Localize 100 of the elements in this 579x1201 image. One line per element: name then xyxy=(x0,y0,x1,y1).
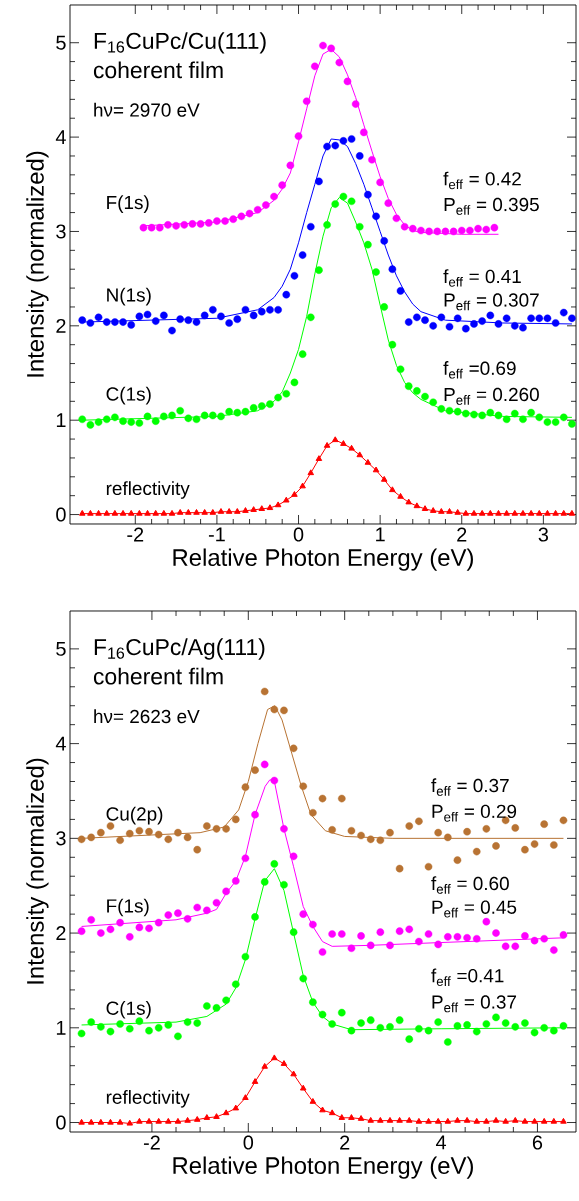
annotation: hν= 2623 eV xyxy=(94,709,200,724)
point xyxy=(482,917,491,926)
series-label: reflectivity xyxy=(106,1090,190,1108)
point xyxy=(261,1062,268,1069)
point xyxy=(183,833,192,842)
point xyxy=(260,760,269,769)
x-tick-label: -1 xyxy=(208,527,225,542)
point xyxy=(338,794,346,803)
point xyxy=(299,974,308,983)
point xyxy=(550,1117,558,1124)
point xyxy=(139,223,148,232)
series-label: C(1s) xyxy=(106,386,151,405)
point xyxy=(550,946,558,954)
point xyxy=(425,227,433,236)
point xyxy=(405,1116,413,1123)
point xyxy=(309,998,317,1007)
point xyxy=(474,224,482,233)
point xyxy=(434,940,442,949)
point xyxy=(241,952,250,961)
point xyxy=(97,1023,105,1031)
point xyxy=(338,930,346,938)
point xyxy=(222,996,230,1005)
point xyxy=(492,929,500,937)
point xyxy=(386,828,394,837)
point xyxy=(165,1117,172,1124)
point xyxy=(237,212,246,221)
point xyxy=(366,835,375,844)
point xyxy=(222,1109,230,1116)
point xyxy=(125,829,134,838)
point xyxy=(212,1004,221,1012)
point xyxy=(466,226,474,235)
point xyxy=(327,44,335,53)
point xyxy=(482,1020,491,1028)
point xyxy=(463,827,471,836)
point xyxy=(278,181,286,190)
point xyxy=(530,840,539,848)
point xyxy=(453,933,462,941)
x-tick-label: 3 xyxy=(538,527,549,542)
point xyxy=(270,705,279,714)
x-tick-label: 6 xyxy=(532,1135,543,1150)
point xyxy=(174,1032,182,1041)
point xyxy=(164,835,173,844)
point xyxy=(229,215,238,223)
point xyxy=(472,934,481,943)
point xyxy=(540,820,548,828)
series-label: reflectivity xyxy=(106,481,190,499)
point xyxy=(251,766,259,774)
point xyxy=(433,227,442,236)
x-tick-label: 0 xyxy=(293,527,304,542)
point xyxy=(145,1117,153,1124)
point xyxy=(434,1117,442,1124)
point xyxy=(348,1114,355,1120)
point xyxy=(251,810,259,819)
point xyxy=(97,1118,105,1125)
point xyxy=(376,928,385,936)
point xyxy=(338,1008,346,1017)
point xyxy=(280,825,288,833)
point xyxy=(136,1117,143,1124)
point xyxy=(280,880,288,889)
annotation: f$_{eff}$ = 0.60 xyxy=(431,876,509,894)
point xyxy=(193,1019,202,1027)
point xyxy=(463,1021,471,1029)
point xyxy=(184,1116,191,1123)
point xyxy=(318,1010,327,1019)
point xyxy=(434,1018,442,1026)
point xyxy=(490,223,499,232)
point xyxy=(145,924,153,933)
point xyxy=(135,826,144,835)
point xyxy=(299,1084,307,1091)
point xyxy=(147,223,156,232)
point xyxy=(77,835,86,844)
x-tick-label: -2 xyxy=(143,1135,160,1150)
x-tick-label: 4 xyxy=(435,1135,447,1150)
point xyxy=(482,225,491,234)
point xyxy=(87,1018,95,1026)
point xyxy=(77,927,86,935)
annotation: f$_{eff}$ =0.41 xyxy=(431,968,504,986)
annotation: f$_{eff}$ = 0.41 xyxy=(443,269,521,287)
point xyxy=(155,1117,162,1124)
y-axis-title: Intensity (normalized) xyxy=(26,758,49,984)
point xyxy=(453,1022,462,1030)
point xyxy=(492,1013,500,1022)
point xyxy=(221,217,229,225)
point xyxy=(251,1078,259,1084)
point xyxy=(97,828,105,837)
point xyxy=(335,58,344,67)
point xyxy=(203,1114,211,1120)
point xyxy=(559,816,568,825)
point xyxy=(231,815,240,824)
point xyxy=(242,1094,249,1100)
point xyxy=(77,1029,86,1038)
point xyxy=(457,226,466,235)
y-tick-label: 2 xyxy=(56,926,66,941)
point xyxy=(116,918,124,927)
point xyxy=(511,942,520,951)
point xyxy=(319,1106,326,1113)
point xyxy=(318,948,327,956)
point xyxy=(196,220,205,228)
point xyxy=(145,1026,153,1035)
point xyxy=(193,1115,201,1122)
